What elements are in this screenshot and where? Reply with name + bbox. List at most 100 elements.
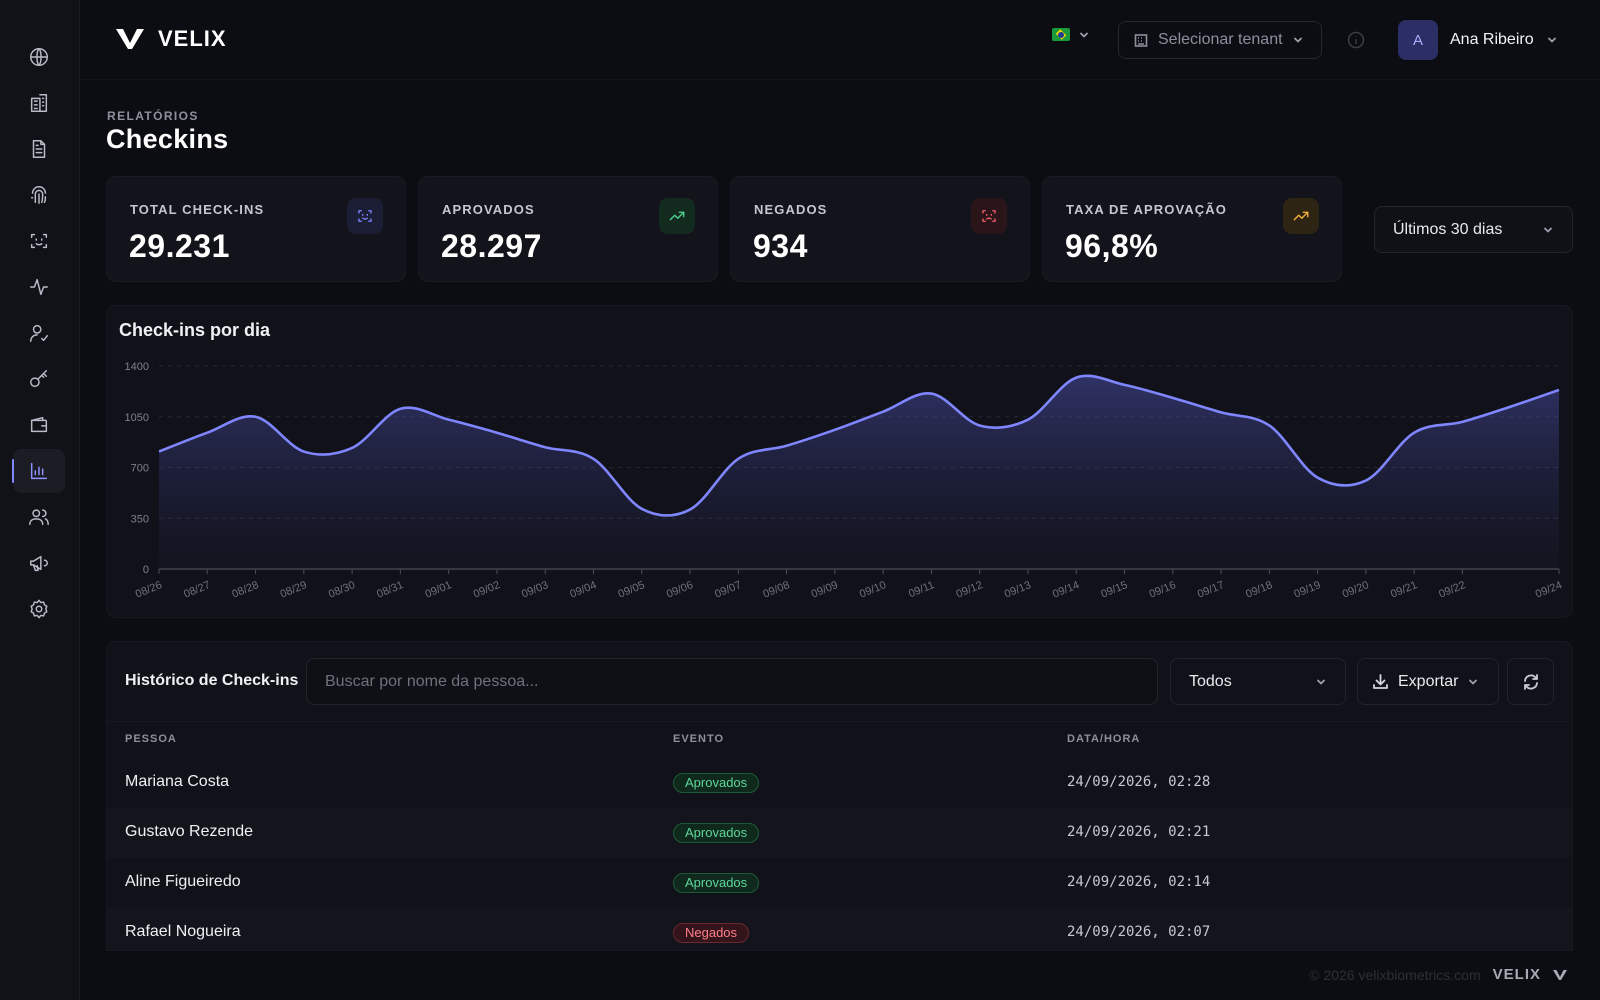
x-tick-label: 09/03 (520, 579, 550, 600)
chart-area-fill (159, 375, 1559, 569)
x-tick-label: 09/05 (617, 579, 647, 600)
refresh-button[interactable] (1507, 658, 1554, 705)
velix-logo-icon (1553, 969, 1567, 980)
table-divider (107, 721, 1572, 722)
column-header-datetime[interactable]: DATA/HORA (1067, 733, 1141, 745)
x-tick-label: 09/06 (665, 579, 695, 600)
history-title: Histórico de Check-ins (125, 672, 299, 689)
x-tick-label: 08/27 (182, 579, 212, 600)
x-tick-label: 09/17 (1196, 579, 1226, 600)
sidebar-item-user-check[interactable] (13, 311, 65, 355)
event-filter-select[interactable]: Todos (1170, 658, 1346, 705)
kpi-icon (1283, 198, 1319, 234)
document-icon (32, 140, 46, 158)
user-check-icon (30, 324, 48, 342)
y-tick-label: 350 (131, 513, 149, 525)
status-badge: Aprovados (673, 823, 760, 843)
info-icon[interactable] (1347, 31, 1365, 49)
breadcrumb: RELATÓRIOS (107, 109, 199, 123)
x-tick-label: 09/22 (1437, 579, 1467, 600)
user-name: Ana Ribeiro (1450, 31, 1534, 48)
topbar: VELIX Selecionar tenant A Ana Ribeiro (80, 0, 1600, 80)
tenant-select[interactable]: Selecionar tenant (1118, 21, 1322, 59)
column-header-person[interactable]: PESSOA (125, 733, 177, 745)
period-select-label: Últimos 30 dias (1393, 220, 1503, 238)
checkin-datetime: 24/09/2026, 02:14 (1067, 874, 1211, 890)
footer-brand: VELIX (1492, 966, 1541, 983)
sidebar-item-documents[interactable] (13, 127, 65, 171)
users-icon (29, 509, 49, 526)
chevron-down-icon (1544, 227, 1552, 232)
checkins-area-chart: 0 350 700 1050 1400 08/26 08/27 08/28 08/29 08/30… (125, 361, 1564, 601)
person-name: Rafael Nogueira (125, 923, 241, 940)
chevron-down-icon (1317, 679, 1325, 684)
sidebar-item-keys[interactable] (13, 357, 65, 401)
table-row[interactable]: Aline Figueiredo Aprovados 24/09/2026, 0… (107, 858, 1572, 908)
kpi-icon (659, 198, 695, 234)
y-tick-label: 1400 (125, 361, 149, 373)
kpi-label: NEGADOS (754, 202, 828, 217)
x-tick-label: 09/09 (810, 579, 840, 600)
x-tick-label: 09/10 (858, 579, 888, 600)
sidebar-item-globe[interactable] (13, 35, 65, 79)
column-header-event[interactable]: EVENTO (673, 733, 725, 745)
kpi-approved: APROVADOS 28.297 (418, 176, 718, 282)
kpi-label: TOTAL CHECK-INS (130, 202, 265, 217)
person-name: Aline Figueiredo (125, 873, 241, 890)
checkin-datetime: 24/09/2026, 02:07 (1067, 924, 1211, 940)
bar-chart-icon (30, 462, 48, 480)
refresh-icon (1523, 673, 1538, 690)
x-tick-label: 09/08 (761, 579, 791, 600)
brand-logo[interactable]: VELIX (116, 26, 227, 52)
language-select[interactable] (1052, 28, 1090, 41)
sidebar-item-face-scan[interactable] (13, 219, 65, 263)
globe-icon (30, 48, 48, 66)
megaphone-icon (30, 555, 48, 572)
kpi-value: 96,8% (1065, 228, 1159, 264)
y-tick-label: 0 (143, 564, 149, 576)
avatar: A (1398, 20, 1438, 60)
footer-copyright: © 2026 velixbiometrics.com (1309, 966, 1481, 983)
x-tick-label: 09/19 (1292, 579, 1322, 600)
trending-up-icon (1293, 211, 1309, 221)
sidebar-item-users[interactable] (13, 495, 65, 539)
table-row[interactable]: Mariana Costa Aprovados 24/09/2026, 02:2… (107, 758, 1572, 808)
activity-icon (30, 278, 48, 296)
face-scan-icon (358, 210, 372, 222)
x-tick-label: 09/20 (1341, 579, 1371, 600)
table-row[interactable]: Gustavo Rezende Aprovados 24/09/2026, 02… (107, 808, 1572, 858)
x-tick-label: 09/13 (1003, 579, 1033, 600)
x-tick-label: 09/15 (1099, 579, 1129, 600)
x-tick-label: 09/18 (1244, 579, 1274, 600)
sidebar-item-biometrics[interactable] (13, 173, 65, 217)
kpi-label: TAXA DE APROVAÇÃO (1066, 202, 1227, 217)
sidebar-item-settings[interactable] (13, 587, 65, 631)
user-menu[interactable]: A Ana Ribeiro (1398, 20, 1558, 60)
kpi-denied: NEGADOS 934 (730, 176, 1030, 282)
sidebar-item-wallet[interactable] (13, 403, 65, 447)
chart-series-line (158, 374, 1560, 517)
sidebar-item-reports[interactable] (12, 449, 65, 493)
checkin-datetime: 24/09/2026, 02:28 (1067, 774, 1211, 790)
face-scan-icon (982, 210, 996, 222)
table-row[interactable]: Rafael Nogueira Negados 24/09/2026, 02:0… (107, 908, 1572, 950)
sidebar-item-campaigns[interactable] (13, 541, 65, 585)
download-icon (1373, 674, 1388, 689)
period-select[interactable]: Últimos 30 dias (1374, 206, 1573, 253)
trending-up-icon (669, 211, 685, 221)
chevron-down-icon (1080, 32, 1088, 37)
x-tick-label: 09/24 (1534, 579, 1564, 600)
face-scan-icon (30, 233, 48, 249)
x-tick-label: 08/30 (327, 579, 357, 600)
sidebar-item-buildings[interactable] (13, 81, 65, 125)
brand-name: VELIX (158, 26, 227, 51)
chevron-down-icon (1469, 679, 1478, 684)
kpi-icon (347, 198, 383, 234)
x-tick-label: 09/14 (1051, 579, 1081, 600)
search-input[interactable] (306, 658, 1158, 705)
export-button[interactable]: Exportar (1357, 658, 1499, 705)
kpi-total-checkins: TOTAL CHECK-INS 29.231 (106, 176, 406, 282)
sidebar (0, 0, 80, 1000)
velix-logo-icon (116, 29, 144, 49)
sidebar-item-activity[interactable] (13, 265, 65, 309)
